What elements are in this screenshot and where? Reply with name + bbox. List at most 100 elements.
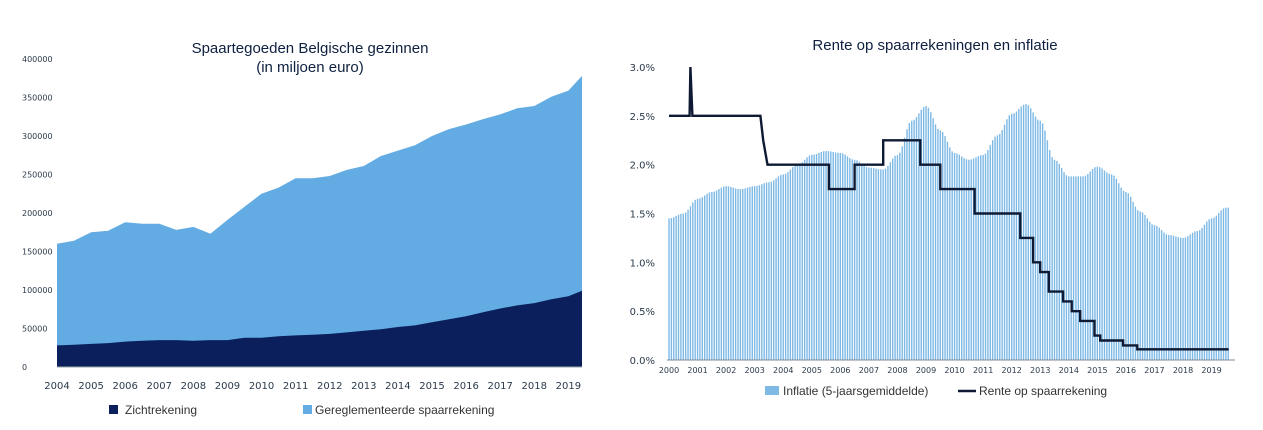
inflatie-bar (1089, 171, 1091, 360)
inflatie-bar (737, 188, 739, 360)
inflatie-bar (941, 131, 944, 360)
left-areas (57, 75, 582, 368)
inflatie-bar (894, 155, 896, 360)
inflatie-bar (773, 180, 775, 360)
inflatie-bar (758, 185, 761, 360)
inflatie-bar (913, 119, 915, 361)
inflatie-bar (920, 109, 922, 360)
left-x-tick-label: 2014 (385, 381, 410, 392)
left-y-tick-label: 0 (22, 363, 27, 372)
inflatie-bar (723, 186, 725, 360)
inflatie-bar (870, 167, 872, 360)
inflatie-bar (1094, 167, 1096, 360)
inflatie-bar (1201, 227, 1203, 360)
right-y-tick-label: 3.0% (630, 63, 655, 74)
inflatie-bar (1189, 234, 1191, 360)
inflatie-bar (799, 164, 801, 360)
inflatie-bar (1208, 219, 1210, 360)
rente-line (669, 66, 1229, 351)
inflatie-bar (1022, 104, 1025, 361)
inflatie-bar (789, 169, 792, 360)
inflatie-bar (732, 187, 734, 360)
inflatie-bar (1001, 130, 1003, 360)
inflatie-bar (1065, 175, 1068, 360)
left-x-tick-label: 2016 (453, 381, 478, 392)
inflatie-bar (837, 152, 839, 360)
inflatie-bar (746, 187, 749, 360)
left-y-tick-label: 100000 (22, 286, 53, 295)
inflatie-bar (1179, 237, 1182, 360)
inflatie-bar (951, 151, 953, 360)
inflatie-bar (801, 162, 803, 360)
inflatie-bar (1196, 231, 1198, 360)
inflatie-bar (1227, 207, 1229, 360)
inflatie-bar (1177, 237, 1179, 360)
inflatie-bar (734, 188, 737, 360)
inflatie-bar (744, 188, 746, 360)
inflatie-bar (1158, 227, 1160, 360)
right-y-tick-label: 1.0% (630, 258, 655, 269)
inflatie-bar (1110, 174, 1113, 360)
inflatie-bar (742, 188, 744, 360)
inflatie-bar (899, 152, 901, 360)
inflatie-bar (908, 123, 911, 360)
inflatie-bar (1041, 123, 1044, 360)
inflatie-bar (682, 213, 684, 360)
legend-label-gereglementeerde: Gereglementeerde spaarrekening (315, 403, 494, 417)
inflatie-bar (1006, 119, 1008, 360)
right-x-tick-label: 2015 (1087, 366, 1107, 375)
inflatie-bar (958, 154, 961, 360)
inflatie-bar (1215, 215, 1218, 360)
inflatie-bar (1137, 210, 1139, 360)
inflatie-bar (846, 156, 849, 360)
inflatie-bar (763, 183, 765, 360)
left-x-tick-label: 2007 (147, 381, 172, 392)
right-x-tick-label: 2006 (830, 366, 850, 375)
inflatie-bar (680, 213, 682, 360)
left-y-tick-label: 300000 (22, 132, 53, 141)
inflatie-bar (1058, 163, 1060, 360)
inflatie-bar (1049, 150, 1051, 360)
legend-label-rente: Rente op spaarrekening (979, 384, 1107, 398)
inflatie-bar (965, 159, 968, 360)
left-x-tick-label: 2012 (317, 381, 342, 392)
right-x-tick-label: 2009 (916, 366, 936, 375)
inflatie-bar (1030, 108, 1032, 360)
inflatie-bar (911, 120, 913, 360)
right-x-tick-label: 2018 (1173, 366, 1193, 375)
left-x-tick-label: 2008 (181, 381, 206, 392)
inflatie-bar (963, 158, 965, 360)
inflatie-bar (949, 147, 951, 360)
inflatie-bar (765, 182, 768, 360)
inflatie-bar (880, 169, 882, 360)
left-x-tick-label: 2010 (249, 381, 274, 392)
inflatie-bar (1129, 196, 1132, 360)
inflatie-bar (1072, 176, 1075, 360)
inflatie-bar (739, 189, 742, 360)
left-x-tick-label: 2013 (351, 381, 376, 392)
inflatie-bar (842, 153, 844, 360)
inflatie-bar (903, 137, 906, 360)
inflatie-bar (718, 189, 720, 360)
right-x-tick-label: 2001 (687, 366, 707, 375)
inflatie-bar (996, 135, 999, 360)
inflatie-bar (901, 146, 903, 360)
inflatie-bar (706, 193, 708, 360)
inflatie-bar (827, 151, 830, 360)
inflatie-bar (906, 129, 908, 360)
inflatie-bar (770, 181, 773, 360)
right-y-tick-label: 0.0% (630, 356, 655, 367)
inflatie-bar (792, 167, 794, 360)
inflatie-bar (1070, 176, 1072, 360)
inflatie-bar (675, 215, 677, 360)
inflatie-bar (815, 153, 818, 360)
inflatie-bar (1003, 124, 1006, 361)
inflatie-bar (730, 186, 732, 360)
inflatie-bar (1194, 231, 1196, 360)
left-chart: Spaartegoeden Belgische gezinnen (in mil… (22, 40, 582, 417)
inflatie-bar (1013, 113, 1015, 360)
inflatie-bar (1206, 221, 1208, 360)
inflatie-bar (946, 141, 949, 360)
inflatie-bar (677, 214, 680, 360)
inflatie-bar (753, 186, 756, 360)
